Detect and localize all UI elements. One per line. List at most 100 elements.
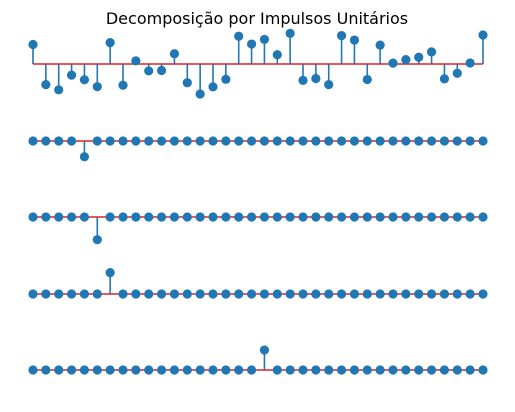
stem-marker (195, 289, 205, 299)
stem-marker (105, 212, 115, 222)
stem-marker (208, 365, 218, 375)
stem-marker (272, 212, 282, 222)
stem-marker (105, 267, 115, 278)
stem-marker (195, 136, 205, 146)
stem-marker (156, 289, 167, 299)
stem-marker (221, 289, 231, 299)
stem-marker (401, 365, 411, 375)
stem-marker (375, 212, 385, 222)
stem-marker (92, 365, 102, 375)
stem-marker (221, 74, 231, 84)
stem-marker (478, 30, 488, 40)
stem-marker (349, 289, 360, 299)
stem-marker (388, 58, 398, 68)
stem-marker (311, 136, 321, 146)
stem-marker (285, 136, 295, 146)
stem-marker (221, 136, 231, 146)
stem-marker (349, 35, 360, 45)
stem-marker (272, 365, 282, 375)
stem-marker (465, 136, 475, 146)
stem-marker (169, 212, 180, 222)
stem-marker (105, 37, 115, 48)
stem-marker (375, 40, 385, 50)
stem-marker (272, 136, 282, 146)
stem-marker (54, 85, 64, 95)
stem-marker (208, 136, 218, 146)
stem-marker (182, 136, 192, 146)
stem-marker (465, 289, 475, 299)
stem-marker (336, 365, 347, 375)
stem-marker (79, 152, 90, 162)
stem-marker (324, 212, 334, 222)
stem-marker (28, 289, 38, 299)
stem-marker (54, 289, 64, 299)
stem-marker (414, 52, 424, 62)
stem-marker (426, 212, 437, 222)
stem-marker (246, 365, 257, 375)
stem-marker (285, 289, 295, 299)
stem-marker (388, 136, 398, 146)
stem-marker (79, 75, 90, 85)
stem-marker (131, 289, 141, 299)
stem-marker (79, 212, 90, 222)
stem-marker (336, 212, 347, 222)
stem-marker (169, 136, 180, 146)
stem-marker (324, 136, 334, 146)
stem-marker (439, 74, 450, 84)
stem-marker (144, 136, 154, 146)
stem-marker (272, 289, 282, 299)
stem-marker (452, 68, 462, 78)
stem-marker (465, 212, 475, 222)
stem-marker (414, 212, 424, 222)
stem-marker (156, 65, 167, 76)
stem-marker (156, 212, 167, 222)
stem-marker (285, 212, 295, 222)
stem-marker (349, 136, 360, 146)
stem-marker (362, 289, 372, 299)
stem-marker (41, 136, 51, 146)
stem-marker (336, 31, 347, 41)
stem-marker (324, 365, 334, 375)
stem-marker (54, 212, 64, 222)
stem-marker (182, 365, 192, 375)
stem-marker (452, 136, 462, 146)
stem-marker (478, 136, 488, 146)
stem-marker (169, 49, 180, 59)
stem-marker (259, 289, 270, 299)
stem-marker (362, 74, 372, 85)
stem-marker (92, 136, 102, 146)
stem-marker (478, 289, 488, 299)
stem-marker (311, 73, 321, 84)
stem-marker (28, 212, 38, 222)
stem-marker (414, 136, 424, 146)
stem-marker (234, 212, 244, 222)
stem-marker (54, 365, 64, 375)
stem-marker (131, 365, 141, 375)
subplot-4 (28, 267, 488, 299)
stem-marker (182, 289, 192, 299)
figure-title: Decomposição por Impulsos Unitários (106, 9, 408, 28)
stem-marker (246, 289, 257, 299)
stem-marker (401, 212, 411, 222)
stem-marker (298, 289, 308, 299)
stem-marker (298, 75, 308, 85)
stem-marker (272, 50, 282, 60)
stem-marker (105, 365, 115, 375)
stem-marker (478, 212, 488, 222)
stem-marker (478, 365, 488, 375)
stem-marker (66, 136, 77, 146)
stem-marker (362, 136, 372, 146)
stem-marker (324, 79, 334, 90)
stem-marker (144, 365, 154, 375)
stem-marker (246, 212, 257, 222)
stem-marker (452, 212, 462, 222)
subplot-3 (28, 212, 488, 245)
subplot-1 (28, 28, 488, 99)
stem-marker (259, 345, 270, 355)
stem-marker (298, 212, 308, 222)
stem-marker (465, 58, 475, 68)
stem-marker (426, 289, 437, 299)
stem-marker (118, 80, 128, 90)
stem-marker (118, 365, 128, 375)
subplot-2 (28, 136, 488, 162)
